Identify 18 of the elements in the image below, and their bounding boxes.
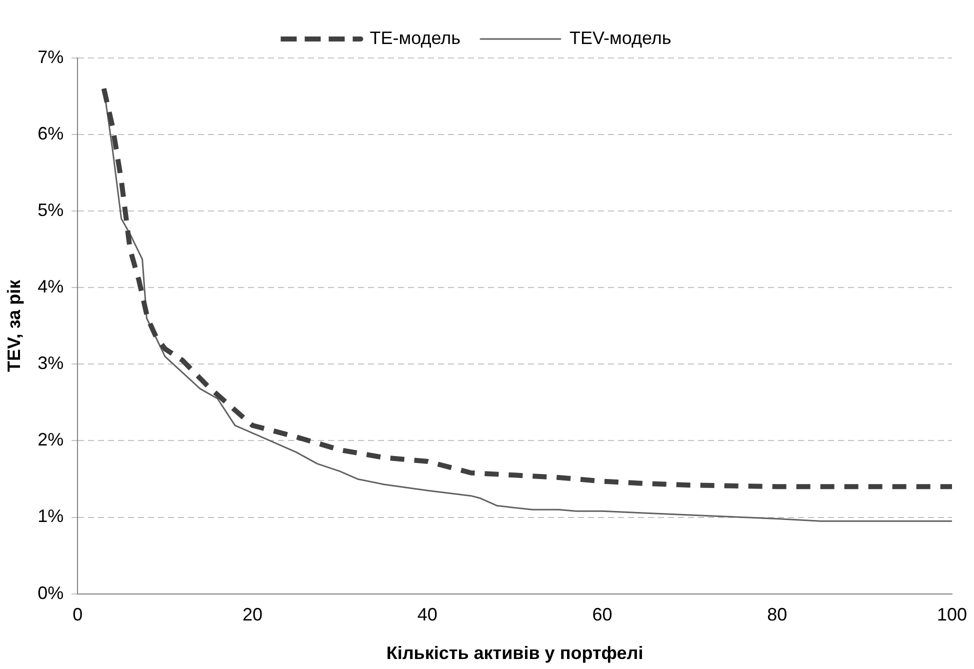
x-axis-title: Кількість активів у портфелі <box>386 643 644 664</box>
y-tick-label: 5% <box>38 200 64 220</box>
y-tick-label: 6% <box>38 124 64 144</box>
legend-label: TE-модель <box>370 28 461 48</box>
x-tick-label: 60 <box>592 604 612 625</box>
y-tick-label: 1% <box>38 506 64 526</box>
y-tick-label: 7% <box>38 46 64 67</box>
y-tick-label: 0% <box>38 582 64 603</box>
y-tick-label: 3% <box>38 353 64 374</box>
y-axis-title: TEV, за рік <box>4 278 24 372</box>
x-tick-label: 0 <box>72 604 83 625</box>
y-tick-label: 2% <box>38 430 64 450</box>
x-tick-label: 100 <box>936 604 968 625</box>
x-tick-label: 20 <box>242 604 263 625</box>
x-tick-label: 40 <box>417 604 438 625</box>
y-tick-label: 4% <box>38 276 64 297</box>
legend-label: TEV-модель <box>569 28 672 48</box>
x-tick-label: 80 <box>767 604 788 625</box>
